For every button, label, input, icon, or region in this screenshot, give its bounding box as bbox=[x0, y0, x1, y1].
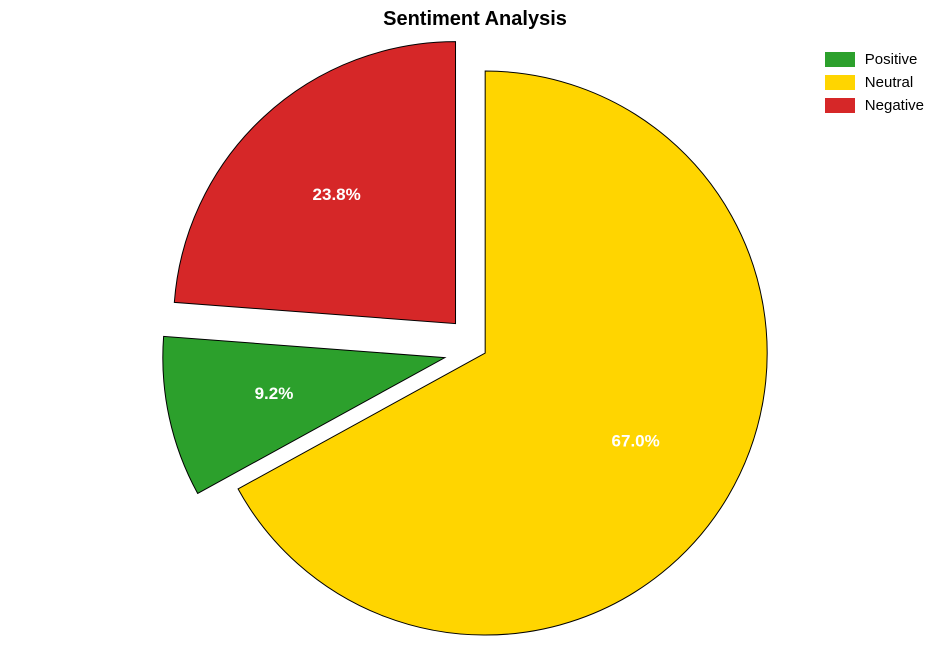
legend-label-positive: Positive bbox=[865, 51, 918, 68]
legend-label-neutral: Neutral bbox=[865, 74, 913, 91]
chart-title: Sentiment Analysis bbox=[0, 8, 950, 31]
slice-label-negative: 23.8% bbox=[313, 185, 361, 204]
sentiment-pie-chart: Sentiment Analysis 23.8% 9.2% 67.0% Positi… bbox=[0, 0, 950, 662]
legend: Positive Neutral Negative bbox=[825, 48, 924, 117]
legend-item-negative: Negative bbox=[825, 94, 924, 117]
slice-label-positive: 9.2% bbox=[255, 384, 294, 403]
pie-svg: 23.8% 9.2% 67.0% bbox=[0, 0, 950, 662]
legend-swatch-neutral bbox=[825, 75, 855, 90]
legend-swatch-negative bbox=[825, 98, 855, 113]
legend-label-negative: Negative bbox=[865, 97, 924, 114]
slice-label-neutral: 67.0% bbox=[612, 432, 660, 451]
legend-item-positive: Positive bbox=[825, 48, 924, 71]
legend-item-neutral: Neutral bbox=[825, 71, 924, 94]
legend-swatch-positive bbox=[825, 52, 855, 67]
slice-negative bbox=[174, 42, 455, 324]
